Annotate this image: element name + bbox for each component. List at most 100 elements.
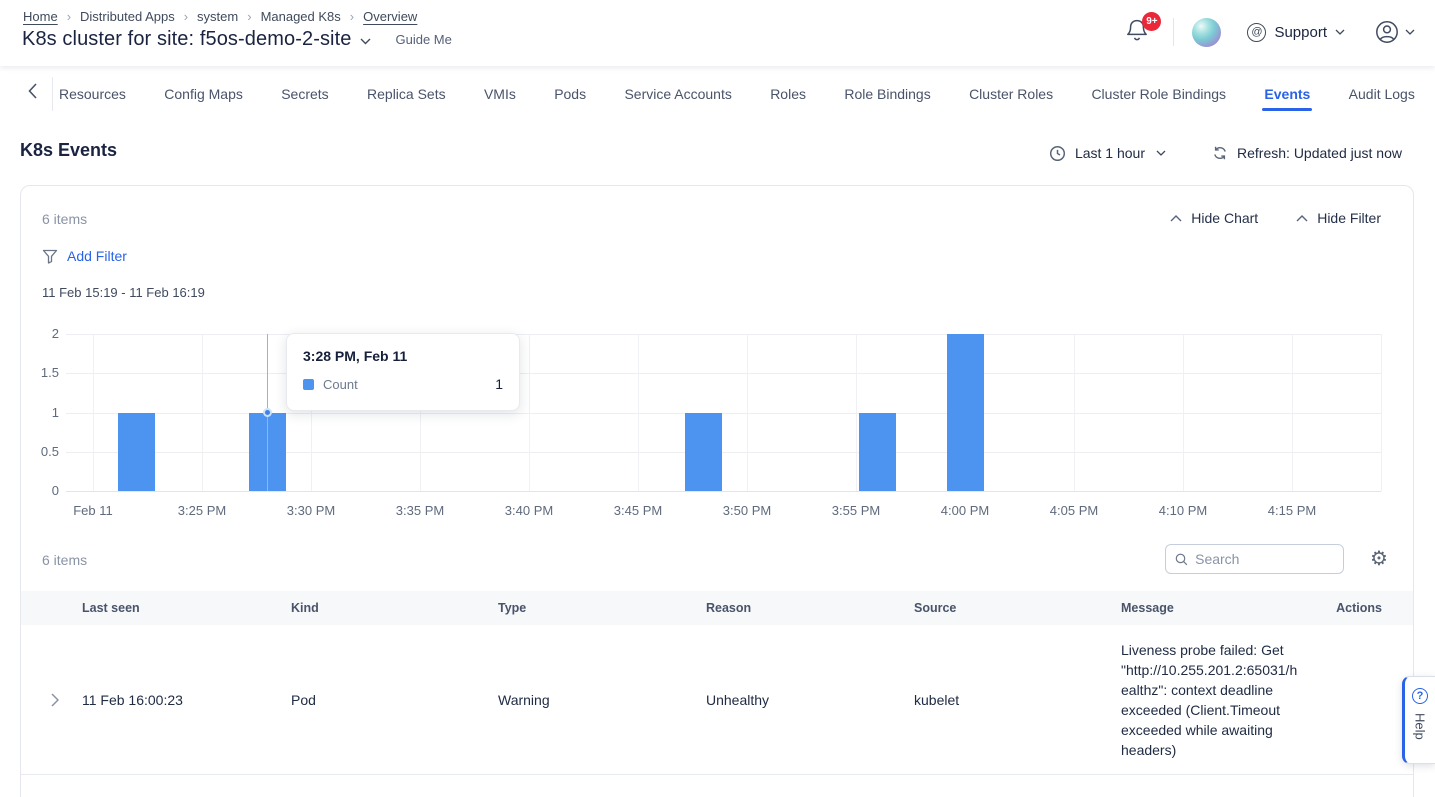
support-icon: @ [1247,22,1267,42]
table-search [1165,544,1344,574]
tab-role-bindings[interactable]: Role Bindings [844,86,931,102]
chart-v-gridline [747,334,748,491]
page-title: K8s Events [20,140,118,160]
chart-hover-dot [262,408,272,417]
tab-vmis[interactable]: VMIs [483,86,516,102]
time-range-label: Last 1 hour [1074,145,1146,161]
tenant-avatar[interactable] [1192,17,1222,47]
column-header-last-seen: Last seen [82,601,140,615]
cell-actions [1318,686,1413,714]
chart-v-gridline [311,334,312,491]
chart-h-gridline [66,373,1381,375]
time-range-dropdown[interactable]: Last 1 hour [1049,145,1166,162]
column-header-source: Source [914,601,957,615]
chart-date-range: 11 Feb 15:19 - 11 Feb 16:19 [42,285,205,300]
table-header: Last seen Kind Type Reason Source Message Acti… [21,591,1413,625]
help-label: Help [1412,713,1428,740]
tab-cluster-role-bindings[interactable]: Cluster Role Bindings [1091,86,1227,102]
breadcrumb-item[interactable]: Distributed Apps [80,9,175,24]
breadcrumb-item[interactable]: Managed K8s [260,9,341,24]
tooltip-series-label: Count [323,376,358,392]
guide-me-button[interactable]: Guide Me [395,32,452,47]
tabs-scroll-left-button[interactable] [28,83,37,99]
x-axis-label: Feb 11 [73,503,113,518]
refresh-label: Refresh: Updated just now [1237,145,1402,161]
x-axis-label: 4:15 PM [1267,503,1317,518]
x-axis-label: 3:45 PM [613,503,663,518]
hide-filter-button[interactable]: Hide Filter [1296,210,1381,226]
chart-bar[interactable] [946,334,984,491]
cell-source: kubelet [914,691,960,708]
chart-v-gridline [202,334,203,491]
table-settings-gear-icon[interactable]: ⚙ [1370,548,1388,570]
tab-secrets[interactable]: Secrets [281,86,329,102]
refresh-button[interactable]: Refresh: Updated just now [1212,145,1402,161]
chart-v-gridline [1074,334,1075,491]
chart-v-gridline [1183,334,1184,491]
support-menu[interactable]: @ Support [1247,22,1345,42]
search-input[interactable] [1195,551,1334,567]
support-chevron-down-icon [1335,29,1345,35]
cell-kind: Pod [291,691,316,708]
tab-resources[interactable]: Resources [59,86,126,102]
x-axis-label: 3:40 PM [504,503,554,518]
chart-v-gridline [529,334,530,491]
user-account-menu[interactable] [1375,20,1415,44]
notifications-button[interactable]: 9+ [1125,12,1162,46]
chevron-up-icon [1296,214,1308,221]
breadcrumb-separator-icon: › [66,9,72,24]
tab-roles[interactable]: Roles [770,86,806,102]
chart-h-gridline [66,334,1381,335]
tabbar-divider [52,77,53,111]
column-header-reason: Reason [706,601,752,615]
cluster-title-chevron-down-icon[interactable] [360,38,371,45]
tab-events[interactable]: Events [1262,66,1313,122]
tab-pods[interactable]: Pods [554,86,587,102]
breadcrumb-item[interactable]: Home [23,9,58,24]
events-panel: 6 items Hide Chart Hide Filter Add Filte… [20,185,1414,797]
breadcrumb-separator-icon: › [349,9,355,24]
chart-bar[interactable] [118,412,156,491]
tab-replica-sets[interactable]: Replica Sets [367,86,446,102]
y-axis-label: 2 [51,326,59,341]
tab-cluster-roles[interactable]: Cluster Roles [969,86,1054,102]
chart-v-gridline [93,334,94,491]
help-question-icon: ? [1412,688,1428,704]
tab-config-maps[interactable]: Config Maps [164,86,243,102]
top-header: Home › Distributed Apps › system › Managed K8s… [0,0,1435,66]
column-header-type: Type [498,601,527,615]
chart-v-gridline [420,334,421,491]
chart-v-gridline [1381,334,1382,491]
refresh-icon [1214,146,1226,160]
chart-h-gridline [66,412,1381,414]
chart-v-gridline [638,334,639,491]
table-row: Readiness probe failed: Get [21,775,1413,797]
chart-bar[interactable] [684,412,722,491]
page-head: K8s Events Last 1 hour Refresh: Updated … [0,122,1435,184]
breadcrumb-item[interactable]: Overview [363,9,418,24]
x-axis-label: 4:05 PM [1049,503,1099,518]
breadcrumb-item[interactable]: system [197,9,239,24]
resource-tab-bar: Resources Config Maps Secrets Replica Sets V… [0,66,1435,122]
x-axis-label: 3:35 PM [395,503,445,518]
row-expander-button[interactable] [21,679,66,721]
table-items-count: 6 items [42,552,88,568]
x-axis-label: 3:25 PM [177,503,227,518]
help-widget[interactable]: ? Help [1402,676,1435,764]
tab-service-accounts[interactable]: Service Accounts [624,86,732,102]
x-axis-label: 3:50 PM [722,503,772,518]
events-chart: 3:28 PM, Feb 11 Count 1 0 0.5 1 1.5 2 Feb 11 3… [21,311,1413,526]
table-body: 11 Feb 16:00:23 Pod Warning Unhealthy kubele… [21,625,1413,797]
tooltip-title: 3:28 PM, Feb 11 [303,348,408,364]
breadcrumb: Home › Distributed Apps › system › Managed K8s… [23,9,417,24]
column-header-actions: Actions [1336,601,1382,615]
cell-reason: Unhealthy [706,691,770,708]
add-filter-button[interactable]: Add Filter [42,248,127,264]
tab-audit-logs[interactable]: Audit Logs [1348,86,1415,102]
x-axis-label: 4:10 PM [1158,503,1208,518]
tab-bar-tabs: Resources Config Maps Secrets Replica Sets V… [59,66,1415,122]
hide-chart-button[interactable]: Hide Chart [1170,210,1258,226]
chart-bar[interactable] [859,412,897,491]
panel-items-count: 6 items [42,211,88,227]
y-axis-label: 0 [51,483,59,498]
